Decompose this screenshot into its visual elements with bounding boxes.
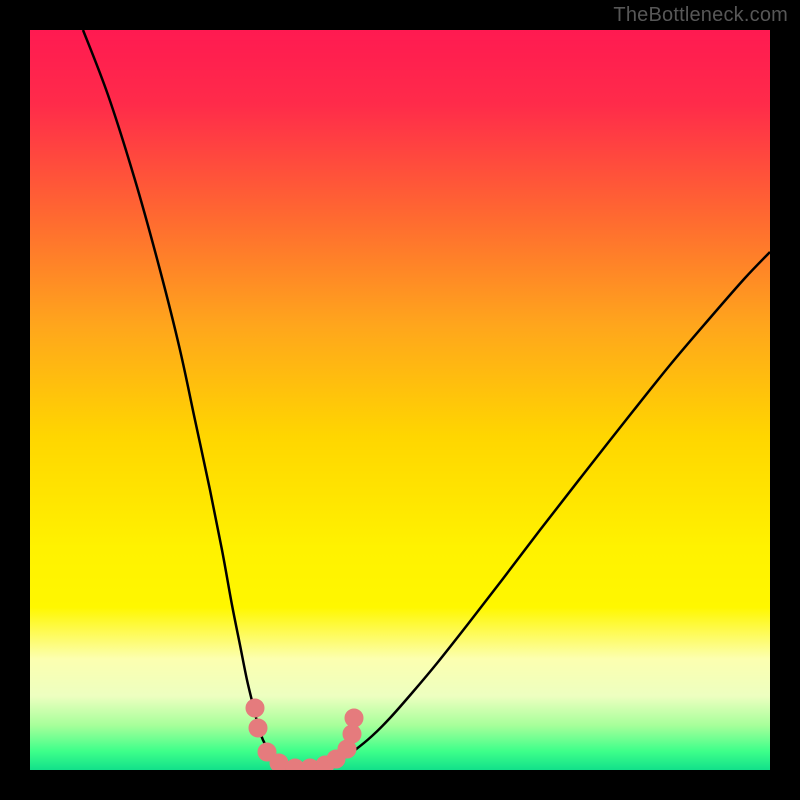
data-marker — [343, 725, 361, 743]
data-marker — [246, 699, 264, 717]
chart-svg — [30, 30, 770, 770]
plot-area — [30, 30, 770, 770]
data-marker — [249, 719, 267, 737]
gradient-background — [30, 30, 770, 770]
data-marker — [270, 754, 288, 770]
chart-container: TheBottleneck.com — [0, 0, 800, 800]
watermark-text: TheBottleneck.com — [613, 4, 788, 27]
data-marker — [345, 709, 363, 727]
